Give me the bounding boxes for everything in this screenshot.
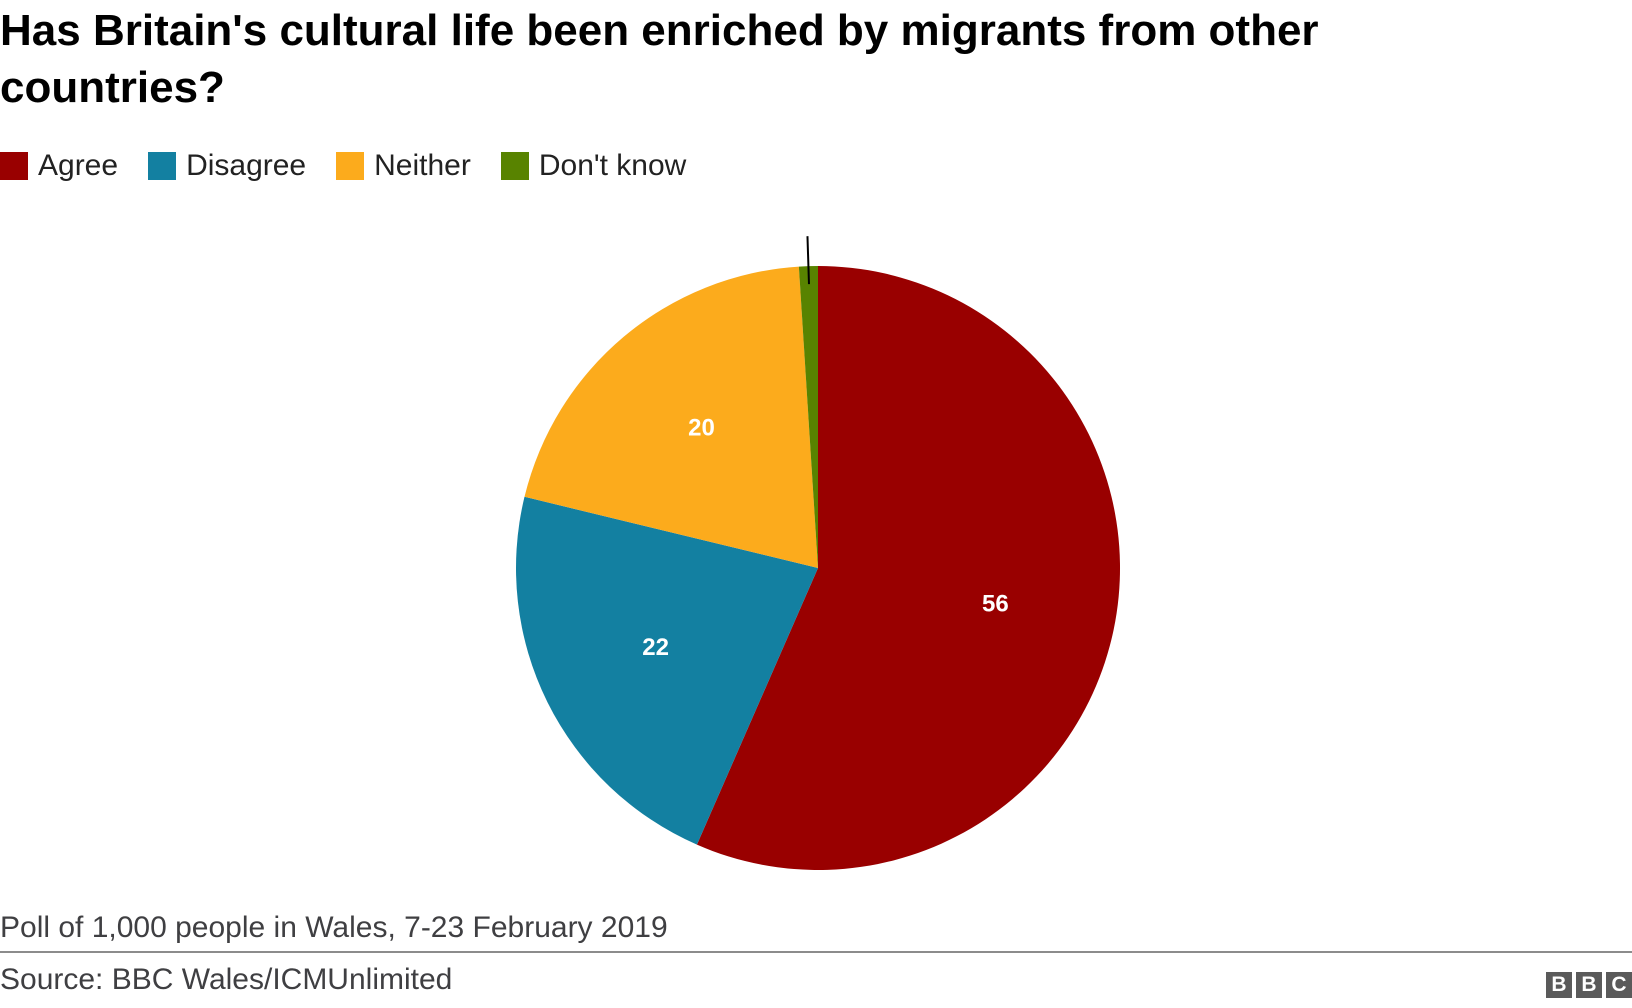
- pie-slice-disagree: [515, 496, 818, 845]
- slice-label-disagree: 22: [642, 634, 669, 661]
- chart-title: Has Britain's cultural life been enriche…: [0, 6, 1319, 112]
- pie-chart: 56 22 20: [515, 236, 1121, 870]
- legend-item-disagree: Disagree: [148, 149, 306, 183]
- legend-label-agree: Agree: [38, 149, 119, 182]
- bbc-logo-letter-b1: B: [1546, 972, 1572, 998]
- footer-divider: [0, 951, 1632, 953]
- pie-slice-neither: [524, 266, 818, 568]
- legend: Agree Disagree Neither Don't know: [0, 146, 716, 186]
- legend-label-neither: Neither: [374, 149, 471, 182]
- leader-line-don-t-know: [806, 236, 810, 285]
- legend-swatch-neither: [336, 152, 365, 180]
- slice-label-agree: 56: [982, 590, 1009, 617]
- chart-note: Poll of 1,000 people in Wales, 7-23 Febr…: [0, 911, 668, 944]
- legend-item-neither: Neither: [336, 149, 471, 183]
- legend-swatch-dont-know: [500, 152, 529, 180]
- pie-slice-don-t-know: [798, 266, 818, 568]
- legend-swatch-agree: [0, 152, 28, 180]
- legend-swatch-disagree: [148, 152, 177, 180]
- pie-slice-agree: [696, 266, 1121, 870]
- slice-label-neither: 20: [688, 415, 715, 442]
- chart-source: Source: BBC Wales/ICMUnlimited: [0, 963, 453, 996]
- bbc-logo: B B C: [1542, 972, 1632, 998]
- legend-item-dont-know: Don't know: [500, 149, 687, 183]
- legend-label-disagree: Disagree: [186, 149, 307, 182]
- legend-item-agree: Agree: [0, 149, 118, 183]
- bbc-logo-letter-c: C: [1606, 972, 1632, 998]
- bbc-logo-letter-b2: B: [1576, 972, 1602, 998]
- legend-label-dont-know: Don't know: [538, 149, 687, 182]
